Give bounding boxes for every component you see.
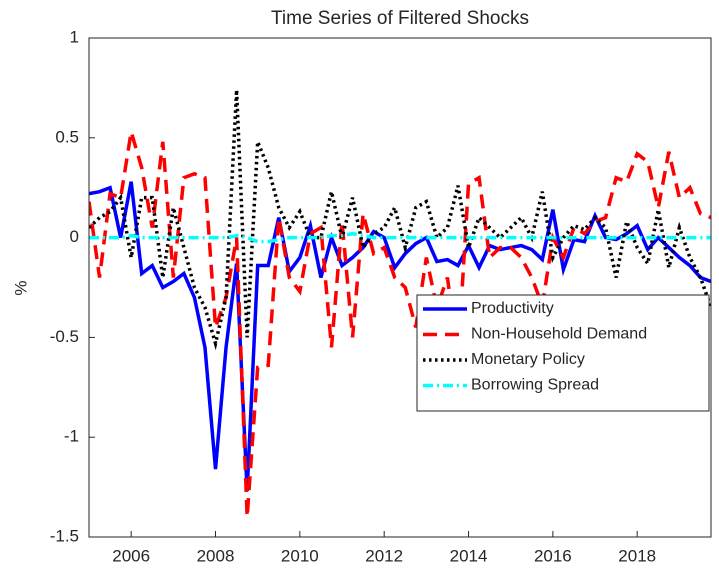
legend-box [416,294,710,412]
x-tick-label: 2010 [281,546,319,565]
plot-area [89,38,711,537]
x-tick-label: 2008 [197,546,235,565]
legend-label: Productivity [471,300,554,317]
x-tick-label: 2006 [112,546,150,565]
legend-label: Borrowing Spread [471,377,599,394]
y-axis-label: % [11,280,30,295]
chart-title: Time Series of Filtered Shocks [271,8,529,29]
x-tick-label: 2014 [450,546,488,565]
y-tick-label: 0 [70,227,79,246]
x-tick-label: 2016 [534,546,572,565]
legend-label: Monetary Policy [471,351,585,368]
x-tick-label: 2012 [365,546,403,565]
y-tick-label: 1 [70,27,79,46]
x-tick-label: 2018 [618,546,656,565]
series-line [89,131,711,518]
y-tick-label: -1.5 [50,526,79,545]
y-tick-label: -1 [64,427,79,446]
y-tick-label: 0.5 [55,127,79,146]
y-tick-label: -0.5 [50,327,79,346]
series-line [89,231,711,244]
legend-label: Non-Household Demand [471,326,647,343]
axes-box [88,37,712,538]
